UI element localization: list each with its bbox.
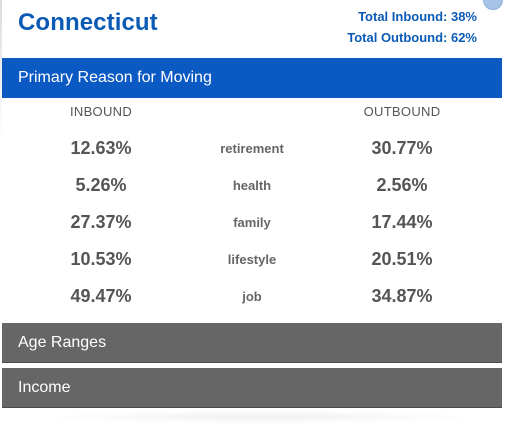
- table-row: 27.37% family 17.44%: [0, 204, 507, 241]
- state-title: Connecticut: [18, 9, 158, 36]
- inbound-value: 12.63%: [70, 138, 132, 158]
- outbound-value: 30.77%: [371, 138, 433, 158]
- inbound-column-header: INBOUND: [69, 104, 133, 119]
- table-row: 10.53% lifestyle 20.51%: [0, 241, 507, 278]
- section-age-ranges[interactable]: Age Ranges: [2, 323, 502, 363]
- section-primary-reason[interactable]: Primary Reason for Moving: [2, 58, 502, 98]
- reason-label: lifestyle: [227, 252, 277, 267]
- inbound-value: 49.47%: [70, 286, 132, 306]
- total-inbound: Total Inbound: 38%: [358, 9, 477, 24]
- outbound-value: 2.56%: [376, 175, 428, 195]
- section-income[interactable]: Income: [2, 368, 502, 408]
- reason-label: family: [233, 215, 271, 230]
- inbound-value: 27.37%: [70, 212, 132, 232]
- table-row: 12.63% retirement 30.77%: [0, 130, 507, 167]
- reason-table: 12.63% retirement 30.77% 5.26% health 2.…: [0, 130, 507, 315]
- table-row: 5.26% health 2.56%: [0, 167, 507, 204]
- outbound-value: 20.51%: [371, 249, 433, 269]
- total-outbound: Total Outbound: 62%: [347, 30, 477, 45]
- inbound-value: 5.26%: [75, 175, 127, 195]
- panel-shadow: [40, 410, 480, 424]
- outbound-column-header: OUTBOUND: [363, 104, 441, 119]
- reason-label: health: [232, 178, 272, 193]
- panel-left-border: [0, 0, 2, 140]
- reason-label: job: [242, 289, 262, 304]
- totals-summary: Total Inbound: 38% Total Outbound: 62%: [347, 6, 477, 48]
- table-row: 49.47% job 34.87%: [0, 278, 507, 315]
- outbound-value: 17.44%: [371, 212, 433, 232]
- close-icon[interactable]: [483, 0, 503, 10]
- reason-label: retirement: [220, 141, 284, 156]
- outbound-value: 34.87%: [371, 286, 433, 306]
- inbound-value: 10.53%: [70, 249, 132, 269]
